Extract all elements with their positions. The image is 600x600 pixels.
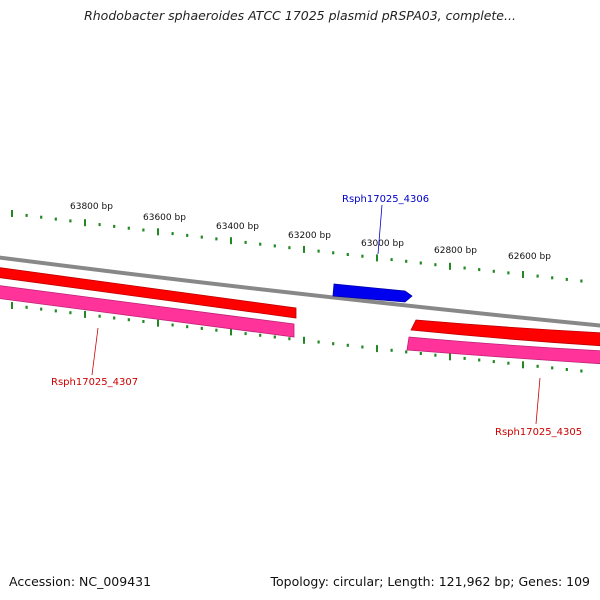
leader-line-rsph17025-4305	[535, 377, 541, 425]
gene-rsph17025-4306-arrow[interactable]	[332, 283, 413, 303]
scale-label-63600: 63600 bp	[143, 213, 186, 223]
leader-line-rsph17025-4307	[91, 327, 99, 376]
gene-label-rsph17025-4305[interactable]: Rsph17025_4305	[495, 427, 582, 438]
gene-label-rsph17025-4306[interactable]: Rsph17025_4306	[342, 194, 429, 205]
scale-label-62800: 62800 bp	[434, 246, 477, 256]
scale-ticks-inner	[11, 302, 583, 373]
scale-label-63200: 63200 bp	[288, 231, 331, 241]
gene-rsph17025-4305-reverse-strand[interactable]	[406, 336, 600, 365]
scale-label-63800: 63800 bp	[70, 202, 113, 212]
scale-label-62600: 62600 bp	[508, 252, 551, 262]
accession-text: Accession: NC_009431	[9, 574, 152, 589]
scale-label-63000: 63000 bp	[361, 239, 404, 249]
map-title: Rhodobacter sphaeroides ATCC 17025 plasm…	[84, 8, 516, 23]
scale-ticks-outer	[11, 210, 583, 283]
gene-rsph17025-4305-forward-strand[interactable]	[410, 319, 600, 347]
plasmid-backbone	[0, 255, 600, 328]
scale-label-63400: 63400 bp	[216, 222, 259, 232]
topology-summary-text: Topology: circular; Length: 121,962 bp; …	[270, 574, 591, 589]
gene-rsph17025-4307-reverse-strand[interactable]	[0, 285, 295, 338]
leader-line-rsph17025-4306	[377, 204, 383, 255]
gene-rsph17025-4307-forward-strand[interactable]	[0, 267, 297, 319]
gene-label-rsph17025-4307[interactable]: Rsph17025_4307	[51, 377, 138, 388]
